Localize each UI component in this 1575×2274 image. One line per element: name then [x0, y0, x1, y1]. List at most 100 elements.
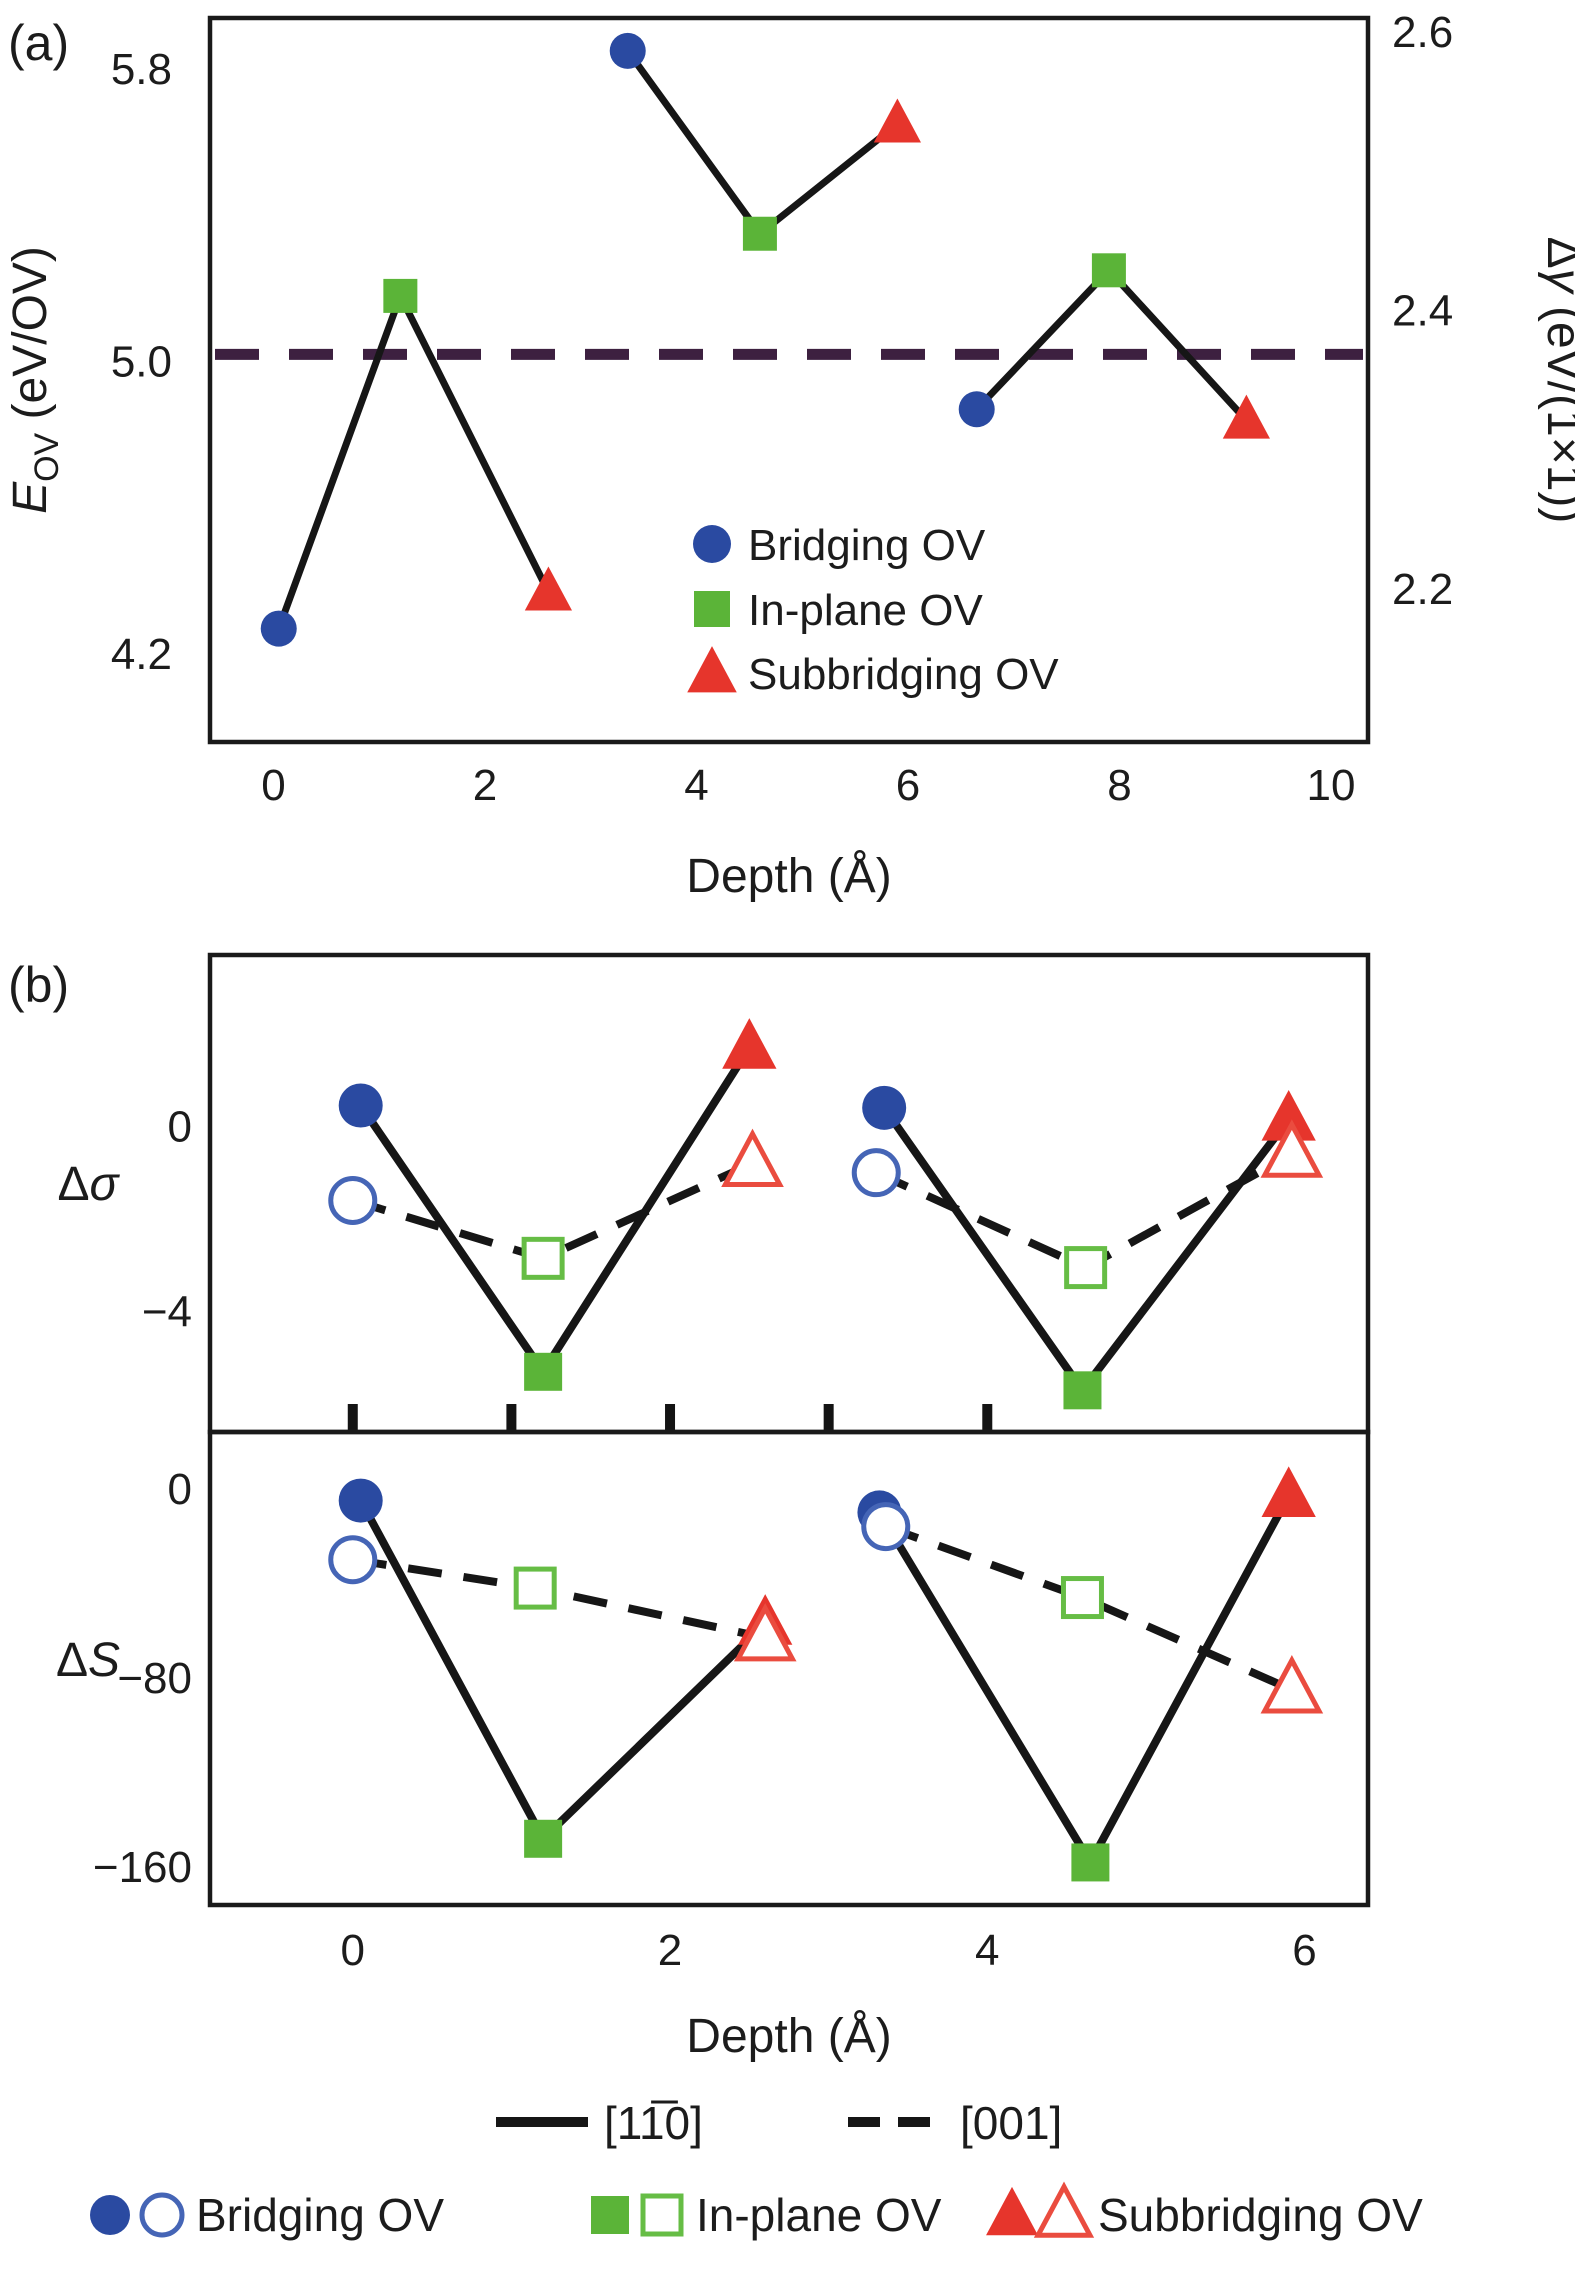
series-line-110 — [974, 265, 1249, 423]
inplane-ov-square-open-marker — [1064, 1246, 1108, 1290]
inplane-ov-square-marker — [694, 591, 730, 627]
subbridging-ov-triangle-open-marker — [1260, 1655, 1324, 1714]
subbridging-ov-triangle-marker — [1261, 1466, 1316, 1518]
panel-b-s-axis-title: ΔS — [56, 1634, 120, 1687]
legend-b-bridging-label: Bridging OV — [196, 2189, 444, 2241]
bridging-ov-circle-open-marker — [861, 1502, 911, 1552]
bridging-ov-circle-marker — [862, 1085, 907, 1130]
tick-label: 8 — [1107, 761, 1131, 810]
series-line-110 — [357, 1045, 753, 1380]
legend-a-bridging-label: Bridging OV — [748, 521, 986, 570]
inplane-ov-square-marker — [742, 216, 777, 251]
tick-label: 0 — [261, 761, 285, 810]
inner-x-tick — [982, 1404, 993, 1430]
eov-subscript: OV — [28, 432, 66, 481]
series-line-110 — [357, 1498, 768, 1846]
bridging-ov-circle-marker — [338, 1478, 383, 1523]
tick-label: 2.6 — [1392, 8, 1453, 57]
bridging-ov-circle-marker — [958, 391, 995, 428]
bridging-ov-circle-marker — [260, 610, 297, 647]
legend-b-subbridging-label: Subbridging OV — [1098, 2189, 1423, 2241]
eov-units: (eV/OV) — [4, 246, 57, 433]
tick-label: 2.4 — [1392, 286, 1453, 335]
legend-a-subbridging-label: Subbridging OV — [748, 650, 1059, 699]
tick-label: 5.8 — [111, 45, 172, 94]
bridging-ov-circle-marker — [338, 1083, 383, 1128]
tick-label: −80 — [117, 1654, 192, 1703]
inner-x-tick — [506, 1404, 517, 1430]
bridging-ov-circle-open-marker — [851, 1148, 901, 1198]
bridging-ov-circle-marker — [609, 32, 646, 69]
subbridging-ov-triangle-open-marker — [1260, 1119, 1324, 1178]
tick-label: 2 — [473, 761, 497, 810]
tick-label: 5.0 — [111, 338, 172, 387]
panel-a-x-axis-title: Depth (Å) — [686, 850, 891, 903]
legend-dashed-line-label: [001] — [960, 2097, 1062, 2149]
sigma-symbol: σ — [90, 1158, 121, 1211]
bridging-ov-circle-marker — [693, 525, 731, 563]
subbridging-ov-triangle-marker — [873, 98, 921, 143]
legend-solid-line-label: [11̅0] — [604, 2097, 703, 2149]
eov-symbol: E — [4, 481, 57, 514]
inplane-ov-square-open-marker — [521, 1236, 565, 1280]
panel-b-frame — [207, 952, 1371, 1435]
inner-x-tick — [665, 1404, 676, 1430]
gamma-symbol: γ — [1537, 269, 1575, 296]
panel-a-left-axis-title: EOV (eV/OV) — [4, 246, 66, 514]
subbridging-ov-triangle-marker — [687, 646, 737, 693]
tick-label: 4 — [684, 761, 708, 810]
legend-a-inplane-label: In-plane OV — [748, 586, 983, 635]
inplane-ov-square-open-marker — [1060, 1576, 1104, 1620]
panel-b-frame — [207, 1429, 1371, 1908]
inner-x-tick — [347, 1404, 358, 1430]
delta-symbol: Δ — [57, 1158, 89, 1211]
tick-label: −4 — [142, 1288, 192, 1337]
panel-a-frame — [207, 15, 1371, 745]
bridging-ov-circle-open-marker — [328, 1175, 378, 1225]
inplane-ov-square-marker — [524, 1819, 563, 1858]
tick-label: 10 — [1307, 761, 1356, 810]
tick-label: 2 — [658, 1926, 682, 1975]
legend-b-inplane-label: In-plane OV — [696, 2189, 942, 2241]
subbridging-ov-triangle-marker — [722, 1018, 777, 1069]
gamma-units: (eV/(1×1)) — [1537, 293, 1575, 524]
panel-a-label: (a) — [8, 15, 69, 71]
tick-label: 6 — [1292, 1926, 1316, 1975]
inplane-ov-square-open-marker — [513, 1566, 557, 1610]
bridging-ov-circle-open-marker — [328, 1535, 378, 1585]
tick-label: 0 — [168, 1102, 192, 1151]
tick-label: 2.2 — [1392, 565, 1453, 614]
tick-label: 6 — [896, 761, 920, 810]
inplane-ov-square-marker — [524, 1352, 563, 1391]
subbridging-ov-triangle-marker — [524, 566, 573, 611]
bridging-ov-circle-open-marker — [139, 2192, 185, 2238]
panel-b-x-axis-title: Depth (Å) — [686, 2010, 891, 2063]
tick-label: 0 — [341, 1926, 365, 1975]
subbridging-ov-triangle-open-marker — [721, 1128, 784, 1188]
tick-label: −160 — [93, 1843, 192, 1892]
inplane-ov-square-marker — [383, 278, 418, 313]
panel-b-label: (b) — [8, 957, 69, 1013]
tick-label: 4 — [975, 1926, 999, 1975]
tick-label: 4.2 — [111, 630, 172, 679]
subbridging-ov-triangle-marker — [1222, 394, 1270, 439]
subbridging-ov-triangle-open-marker — [733, 1603, 797, 1662]
series-line-110 — [875, 1493, 1293, 1871]
subbridging-ov-triangle-marker — [986, 2186, 1038, 2236]
s-symbol: S — [88, 1634, 120, 1687]
bridging-ov-circle-marker — [90, 2195, 130, 2235]
subbridging-ov-triangle-open-marker — [1033, 2181, 1095, 2238]
inplane-ov-square-marker — [1071, 1843, 1110, 1882]
panel-a-right-axis-title: Δγ (eV/(1×1)) — [1537, 237, 1575, 524]
inplane-ov-square-marker — [591, 2196, 629, 2234]
inner-x-tick — [823, 1404, 834, 1430]
tick-label: 0 — [168, 1465, 192, 1514]
series-line-001 — [884, 1522, 1294, 1694]
inplane-ov-square-marker — [1091, 253, 1126, 288]
delta-symbol: Δ — [56, 1634, 88, 1687]
series-line-110 — [624, 48, 900, 239]
inplane-ov-square-open-marker — [640, 2193, 684, 2237]
subbridging-ov-triangle-marker — [1261, 1089, 1316, 1141]
